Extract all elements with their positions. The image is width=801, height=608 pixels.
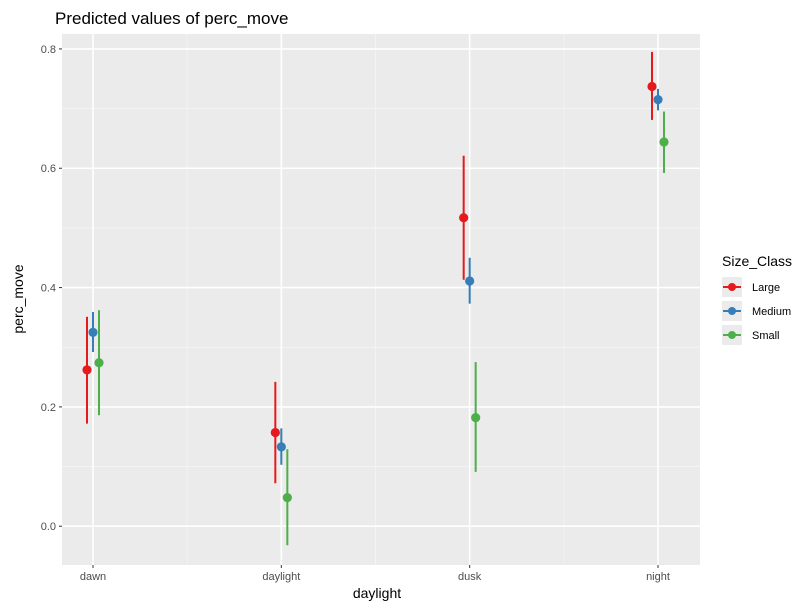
x-tick-label: night [646,571,670,583]
y-tick-label: 0.4 [41,283,56,295]
legend-label-large: Large [752,282,780,294]
legend-label-medium: Medium [752,306,791,318]
chart-title: Predicted values of perc_move [55,9,288,28]
y-axis-title: perc_move [10,264,26,333]
point-large [459,213,469,223]
legend-key-point [728,283,736,291]
legend: Size_Class Large Medium Small [722,253,792,345]
grid-lines [62,34,700,565]
y-tick-label: 0.8 [41,44,56,56]
axis-ticks: 0.0 0.2 0.4 0.6 0.8 dawn daylight dusk night [41,44,670,583]
point-small [471,413,481,423]
point-medium [276,442,286,452]
x-axis-title: daylight [353,585,401,601]
x-tick-label: dusk [458,571,482,583]
point-small [282,492,292,503]
point-small [94,358,104,368]
point-large [647,81,657,92]
x-tick-label: daylight [262,571,300,583]
y-tick-label: 0.6 [41,163,56,175]
legend-key-point [728,331,736,339]
point-small [659,137,669,147]
data-marks [82,51,669,546]
point-medium [465,276,475,286]
legend-title: Size_Class [722,253,792,269]
point-large [270,427,280,438]
point-medium [653,95,663,105]
plot-panel [62,34,700,565]
y-tick-label: 0.0 [41,521,56,533]
point-large [82,365,92,375]
y-tick-label: 0.2 [41,402,56,414]
point-medium [88,327,98,337]
legend-label-small: Small [752,330,780,342]
legend-key-point [728,307,736,315]
x-tick-label: dawn [80,571,106,583]
